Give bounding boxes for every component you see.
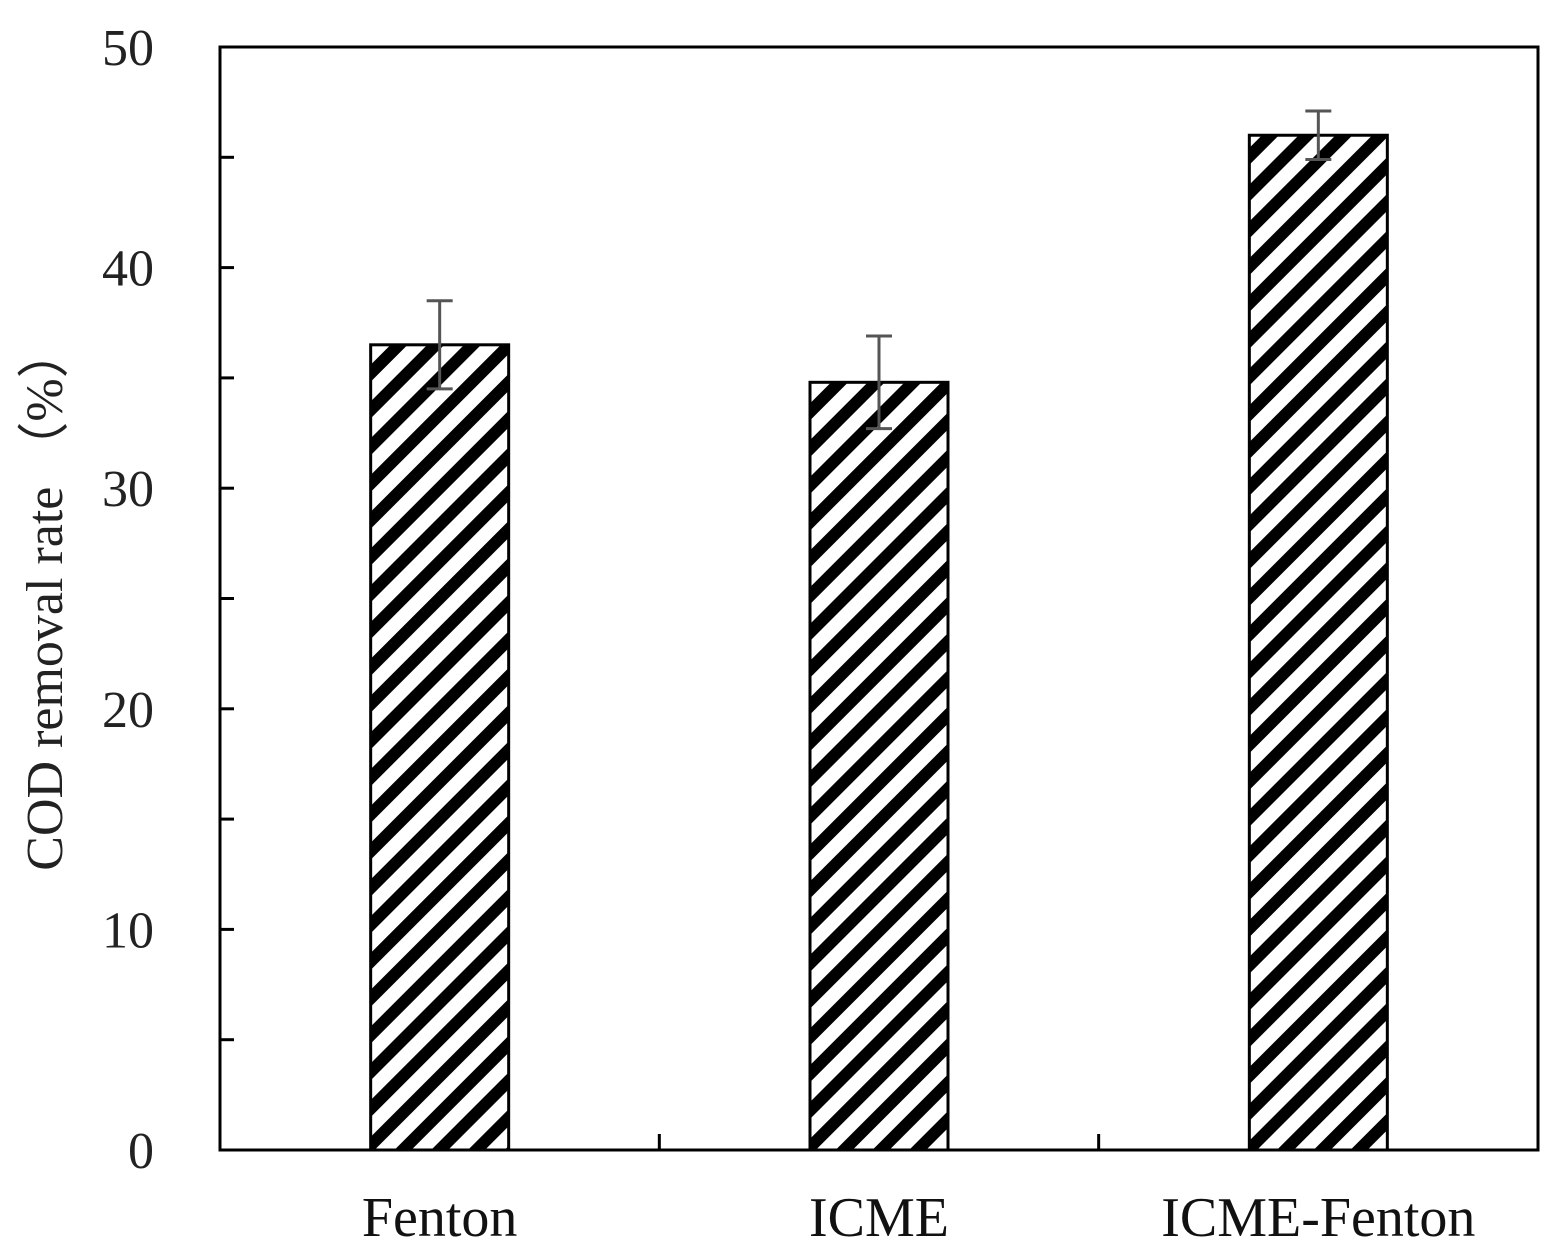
- x-tick-label: ICME: [809, 1187, 949, 1249]
- bar-fenton: [369, 343, 511, 1152]
- bar-icme-fenton: [1247, 133, 1389, 1152]
- y-tick-labels: 0 10 20 30 40 50: [102, 20, 154, 1180]
- y-tick-label: 0: [128, 1123, 154, 1180]
- y-tick-label: 40: [102, 241, 154, 298]
- error-bar: [1305, 109, 1332, 162]
- error-bar: [426, 299, 453, 391]
- y-tick-label: 50: [102, 20, 154, 77]
- x-tick-label: ICME-Fenton: [1161, 1187, 1475, 1249]
- x-tick-label: Fenton: [362, 1187, 518, 1249]
- bar-icme: [808, 380, 950, 1152]
- y-tick-label: 10: [102, 902, 154, 959]
- ticks-layer: [220, 155, 1101, 1150]
- error-bar: [866, 334, 892, 431]
- bars-layer: [369, 133, 1389, 1152]
- y-tick-label: 20: [102, 682, 154, 739]
- y-tick-label: 30: [102, 461, 154, 518]
- y-axis-title: COD removal rate （%）: [17, 326, 74, 870]
- x-tick-labels: Fenton ICME ICME-Fenton: [362, 1187, 1476, 1249]
- error-bars-layer: [426, 109, 1332, 431]
